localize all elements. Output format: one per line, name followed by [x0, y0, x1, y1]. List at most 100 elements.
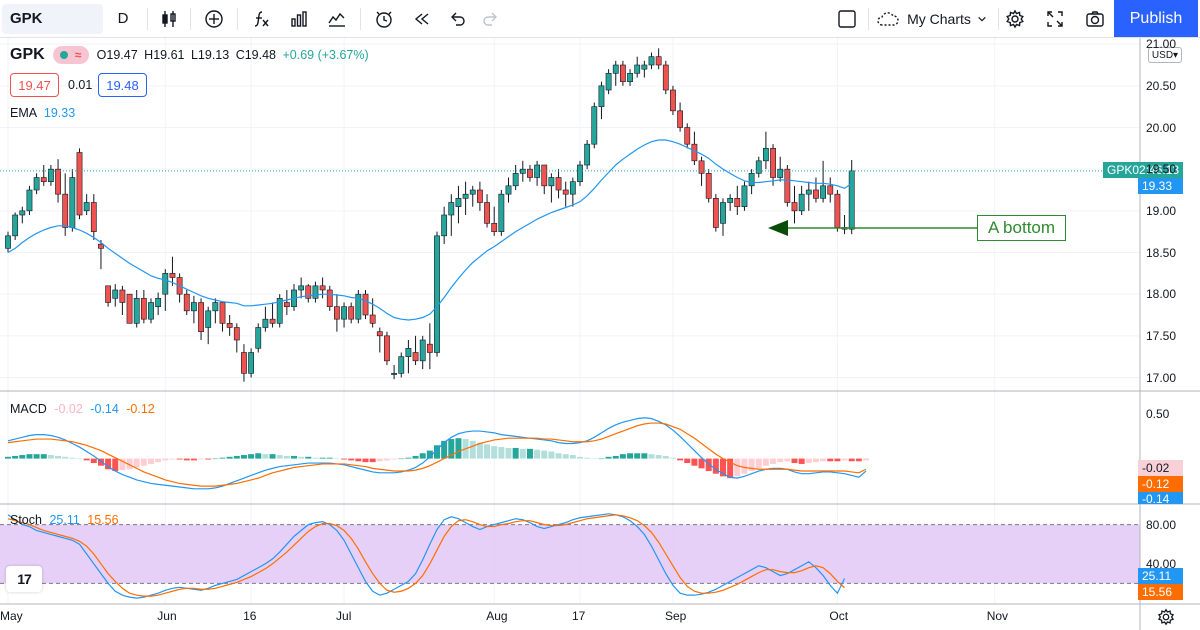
candle-body: [198, 302, 204, 332]
candle-body: [47, 168, 54, 182]
candle-body: [183, 293, 190, 312]
candle-body: [655, 56, 662, 66]
axis-settings-icon[interactable]: [1156, 607, 1176, 627]
candle-body: [555, 177, 562, 191]
candle-body: [612, 64, 619, 74]
time-tick-label: Nov: [986, 609, 1009, 623]
market-status-toggle[interactable]: ≈: [52, 46, 89, 64]
candle-body: [412, 352, 419, 362]
macd-histogram-bar: [183, 458, 190, 461]
sell-price-button[interactable]: 19.47: [10, 73, 59, 97]
templates-icon[interactable]: [280, 4, 318, 34]
macd-histogram-bar: [305, 456, 312, 459]
annotation-box[interactable]: A bottom: [977, 215, 1066, 241]
candle: [126, 293, 133, 324]
candle-body: [69, 177, 76, 228]
replay-icon[interactable]: [403, 4, 441, 34]
chart-canvas[interactable]: [0, 38, 1200, 630]
macd-hist-value: -0.02: [54, 402, 83, 416]
macd-histogram-bar: [548, 451, 555, 459]
macd-histogram-bar: [47, 455, 54, 459]
layout-square-icon[interactable]: [832, 4, 862, 34]
candle: [98, 240, 104, 270]
candle-body: [462, 193, 469, 199]
undo-icon[interactable]: [441, 4, 475, 34]
macd-histogram-bar: [591, 458, 598, 460]
status-dot-icon: [60, 51, 69, 59]
open-value: O19.47: [96, 48, 138, 62]
candle: [12, 212, 19, 240]
macd-histogram-bar: [434, 445, 440, 459]
macd-histogram-bar: [269, 454, 276, 459]
candle: [798, 185, 805, 215]
price-tick-label: 18.50: [1146, 245, 1177, 260]
candle: [169, 256, 176, 286]
candle-body: [391, 373, 397, 375]
bar-countdown: 02:46:13: [1132, 163, 1180, 177]
macd-histogram-bar: [162, 458, 169, 461]
macd-label: MACD: [10, 402, 47, 416]
candle: [362, 290, 369, 320]
currency-label: USD: [1151, 49, 1174, 61]
my-charts-button[interactable]: My Charts: [872, 4, 990, 34]
chart-properties-icon[interactable]: [318, 4, 356, 34]
candle: [305, 284, 312, 303]
macd-histogram-bar: [169, 458, 176, 460]
symbol-search-box[interactable]: GPK: [2, 3, 103, 34]
candle: [298, 277, 305, 299]
macd-histogram-bar: [362, 458, 369, 463]
settings-gear-icon[interactable]: [1000, 4, 1030, 34]
toolbar-divider: [237, 7, 238, 30]
price-tick-label: 17.00: [1146, 370, 1177, 385]
macd-histogram-bar: [512, 447, 519, 459]
macd-line: [7, 417, 867, 490]
interval-button[interactable]: D: [103, 4, 143, 34]
candle-body: [476, 189, 483, 203]
macd-signal-tag-value: -0.12: [1142, 477, 1170, 491]
candle: [412, 335, 419, 365]
macd-histogram-bar: [827, 458, 834, 462]
candle: [462, 181, 469, 215]
snapshot-camera-icon[interactable]: [1080, 4, 1110, 34]
top-toolbar: GPK D My Charts: [0, 0, 1200, 38]
macd-histogram-bar: [484, 444, 491, 459]
candle-body: [548, 177, 555, 187]
macd-histogram-bar: [19, 455, 26, 459]
macd-histogram-bar: [283, 455, 290, 459]
compare-plus-icon[interactable]: [195, 4, 233, 34]
pane-dividers: [0, 38, 1200, 630]
ema-legend: EMA 19.33: [10, 106, 75, 120]
time-tick-label: Oct: [829, 609, 849, 623]
candle-body: [40, 177, 47, 182]
macd-pane-series: [5, 417, 869, 490]
alert-clock-icon[interactable]: [365, 4, 403, 34]
candle-body: [491, 223, 498, 232]
candle: [805, 181, 812, 211]
macd-histogram-bar: [419, 453, 426, 459]
candle-body: [691, 143, 698, 162]
publish-button[interactable]: Publish: [1114, 0, 1198, 37]
tradingview-logo[interactable]: 17: [6, 566, 42, 592]
macd-histogram-bar: [648, 454, 655, 459]
redo-icon[interactable]: [475, 4, 505, 34]
toolbar-divider: [147, 7, 148, 30]
candle: [47, 165, 54, 186]
candle-body: [627, 73, 633, 82]
macd-histogram-bar: [226, 456, 233, 459]
fullscreen-icon[interactable]: [1040, 4, 1070, 34]
currency-dropdown[interactable]: USD ▾: [1148, 47, 1182, 63]
macd-histogram-bar: [534, 449, 541, 459]
candle-body: [398, 356, 405, 374]
buy-price-button[interactable]: 19.48: [98, 73, 147, 97]
macd-histogram-bar: [148, 458, 154, 464]
macd-histogram-bar: [848, 458, 855, 462]
macd-histogram-bar: [426, 450, 433, 459]
candle: [484, 194, 490, 228]
indicators-fx-icon[interactable]: [242, 4, 280, 34]
candle: [534, 160, 540, 186]
candle-body: [455, 198, 462, 207]
macd-histogram-bar: [90, 458, 97, 464]
candle: [841, 215, 848, 235]
candle: [384, 331, 390, 365]
candles-icon[interactable]: [152, 4, 186, 34]
